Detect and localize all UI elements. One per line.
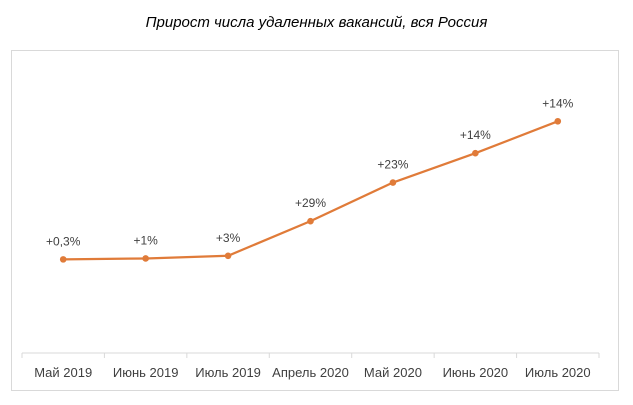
data-point	[307, 217, 314, 225]
data-point	[472, 149, 479, 157]
data-point	[554, 117, 562, 125]
x-tick-label: Апрель 2020	[272, 365, 349, 380]
data-label: +23%	[377, 158, 408, 172]
chart-title: Прирост числа удаленных вакансий, вся Ро…	[145, 14, 488, 31]
data-label: +3%	[216, 231, 241, 245]
data-point	[389, 179, 397, 186]
data-label: +14%	[542, 96, 573, 110]
x-tick-label: Июль 2020	[525, 365, 591, 380]
data-label: +29%	[295, 196, 326, 210]
x-tick-label: Май 2019	[34, 365, 92, 380]
data-point	[224, 252, 232, 260]
data-point	[142, 255, 149, 262]
data-point	[59, 256, 67, 263]
x-tick-label: Июнь 2020	[443, 365, 509, 380]
x-tick-label: Июль 2019	[195, 365, 261, 380]
data-label: +14%	[460, 128, 491, 142]
data-label: +1%	[133, 233, 158, 247]
x-tick-label: Май 2020	[364, 365, 422, 380]
chart-frame	[11, 50, 619, 391]
x-tick-label: Июнь 2019	[113, 365, 179, 380]
data-label: +0,3%	[46, 234, 81, 248]
